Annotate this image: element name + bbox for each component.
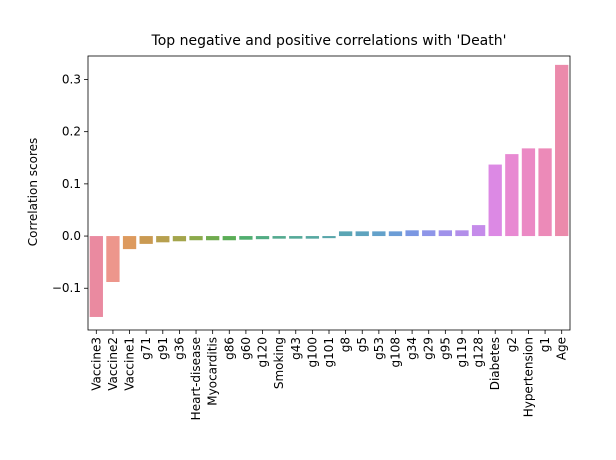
x-tick-label: g128 (472, 337, 486, 368)
bar-g100 (305, 236, 320, 239)
y-axis-label: Correlation scores (26, 138, 40, 246)
x-tick-label: g120 (256, 337, 270, 368)
bar-g128 (471, 225, 486, 237)
plot-frame (87, 55, 571, 331)
bar-g8 (338, 231, 353, 237)
y-tick-label: 0.1 (62, 177, 81, 191)
x-tick-label: g100 (305, 337, 319, 368)
chart-title: Top negative and positive correlations w… (151, 33, 507, 49)
bar-g108 (388, 231, 403, 237)
x-tick-label: g8 (339, 337, 353, 352)
x-tick-label: g36 (172, 337, 186, 360)
x-tick-label: g91 (156, 337, 170, 360)
bar-g119 (455, 230, 469, 237)
x-tick-label: g86 (222, 337, 236, 360)
x-tick-label: g60 (239, 337, 253, 360)
bar-g53 (372, 231, 386, 237)
x-tick-label: g53 (372, 337, 386, 360)
bar-g71 (139, 236, 153, 244)
x-tick-label: g71 (139, 337, 153, 360)
x-tick-label: Hypertension (521, 337, 535, 417)
y-tick-label: 0.2 (62, 125, 81, 139)
x-tick-label: g29 (422, 337, 436, 360)
bar-vaccine1 (122, 236, 137, 250)
bar-myocarditis (206, 236, 220, 241)
y-tick-label: 0.3 (62, 72, 81, 86)
bar-heart-disease (189, 236, 203, 241)
bar-g120 (255, 236, 270, 240)
y-tick-label: 0.0 (62, 229, 81, 243)
bar-g43 (289, 236, 303, 239)
bar-smoking (272, 236, 286, 239)
x-tick-label: Myocarditis (206, 337, 220, 406)
x-tick-label: g101 (322, 337, 336, 368)
bar-g2 (505, 154, 519, 237)
bar-diabetes (488, 164, 502, 237)
x-tick-label: Diabetes (488, 337, 502, 390)
bar-g34 (405, 230, 419, 237)
x-tick-label: Vaccine3 (89, 337, 103, 391)
bar-vaccine2 (106, 236, 120, 282)
x-tick-label: g95 (438, 337, 452, 360)
bar-hypertension (521, 148, 536, 237)
x-tick-label: g108 (388, 337, 402, 368)
x-tick-label: Heart-disease (189, 337, 203, 420)
x-tick-label: g2 (505, 337, 519, 352)
bar-g101 (322, 236, 336, 239)
x-tick-label: g43 (289, 337, 303, 360)
bar-g36 (172, 236, 187, 242)
bar-g60 (239, 236, 253, 240)
x-tick-label: g1 (538, 337, 552, 352)
x-tick-label: g34 (405, 337, 419, 360)
bar-g1 (538, 148, 552, 237)
x-tick-label: Vaccine2 (106, 337, 120, 391)
x-tick-label: g119 (455, 337, 469, 368)
x-tick-label: Smoking (272, 337, 286, 389)
bar-g5 (355, 231, 369, 237)
bar-g29 (422, 230, 436, 237)
plot-area: Vaccine3 Vaccine2 Vaccine1 g71 g91 g36 Heart-d… (52, 55, 571, 420)
bar-age (555, 64, 569, 237)
bar-g86 (222, 236, 236, 241)
y-tick-label: −0.1 (52, 281, 81, 295)
bar-g95 (438, 230, 452, 237)
bar-g91 (156, 236, 170, 243)
x-tick-label: Age (555, 337, 569, 360)
x-tick-label: g5 (355, 337, 369, 352)
x-tick-label: Vaccine1 (123, 337, 137, 391)
bar-vaccine3 (89, 236, 103, 317)
